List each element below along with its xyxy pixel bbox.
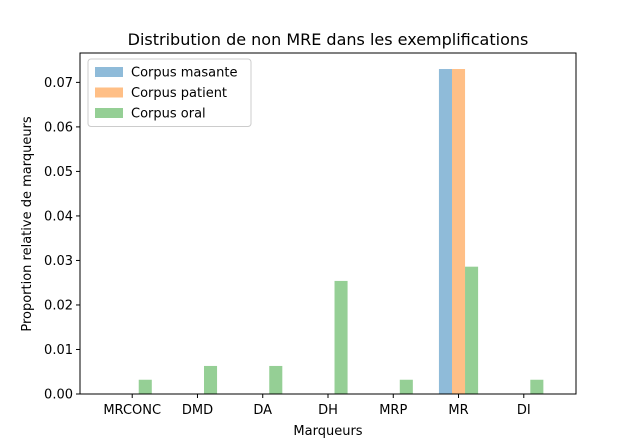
x-tick-label: DA bbox=[253, 403, 272, 418]
bar-corpus-patient-mr bbox=[452, 69, 466, 394]
legend-swatch bbox=[95, 87, 123, 98]
bar-corpus-masante-mr bbox=[438, 69, 452, 394]
x-axis: MRCONC DMD DA DH MRP MR DI bbox=[103, 394, 531, 418]
bar-corpus-oral-da bbox=[269, 365, 283, 394]
y-axis-label: Proportion relative de marqueurs bbox=[20, 116, 35, 332]
y-tick-label: 0.07 bbox=[44, 76, 73, 91]
bar-corpus-oral-mrconc bbox=[138, 379, 152, 394]
bar-corpus-oral-dmd bbox=[204, 365, 218, 394]
x-axis-label: Marqueurs bbox=[293, 424, 362, 439]
legend-label: Corpus masante bbox=[131, 66, 237, 81]
y-tick-label: 0.00 bbox=[44, 388, 73, 403]
x-tick-label: MRP bbox=[379, 403, 407, 418]
y-tick-label: 0.06 bbox=[44, 120, 73, 135]
y-tick-label: 0.04 bbox=[44, 209, 73, 224]
legend-swatch bbox=[95, 67, 123, 77]
x-tick-label: MR bbox=[448, 403, 468, 418]
legend-swatch bbox=[95, 108, 123, 118]
x-tick-label: DH bbox=[318, 403, 338, 418]
x-tick-label: MRCONC bbox=[103, 403, 161, 418]
legend-label: Corpus patient bbox=[131, 86, 227, 101]
y-tick-label: 0.02 bbox=[44, 298, 73, 313]
legend: Corpus masante Corpus patient Corpus oral bbox=[87, 58, 252, 127]
bar-corpus-oral-mrp bbox=[399, 379, 413, 394]
y-tick-label: 0.03 bbox=[44, 254, 73, 269]
y-axis: 0.00 0.01 0.02 0.03 0.04 0.05 0.06 0.07 bbox=[44, 76, 80, 403]
x-tick-label: DMD bbox=[182, 403, 213, 418]
y-tick-label: 0.01 bbox=[44, 343, 73, 358]
bar-corpus-oral-mr bbox=[465, 266, 479, 394]
legend-box bbox=[87, 58, 252, 127]
bar-corpus-oral-di bbox=[530, 379, 544, 394]
plot-frame bbox=[79, 52, 577, 395]
chart-title: Distribution de non MRE dans les exempli… bbox=[128, 30, 529, 49]
y-tick-label: 0.05 bbox=[44, 165, 73, 180]
bar-corpus-oral-dh bbox=[334, 280, 348, 394]
bars-layer bbox=[138, 69, 544, 394]
x-tick-label: DI bbox=[517, 403, 531, 418]
legend-label: Corpus oral bbox=[131, 107, 206, 122]
